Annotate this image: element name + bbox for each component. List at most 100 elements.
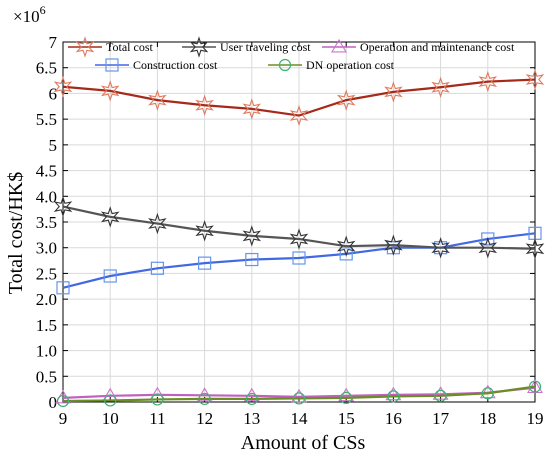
data-point [384,234,403,256]
x-tick-label: 11 [149,409,165,428]
series-0 [53,68,545,127]
data-point [148,89,167,111]
x-tick-label: 14 [291,409,309,428]
series-line [62,385,536,403]
data-point [339,247,353,261]
series-line [62,205,536,250]
data-point [242,225,262,247]
x-tick-label: 17 [432,409,450,428]
data-point [104,394,117,407]
data-point [56,394,70,408]
data-point [53,75,73,98]
legend-label: Construction cost [133,58,218,72]
y-tick-label: 5 [49,136,58,155]
y-tick-label: 2.5 [36,264,57,283]
data-point [528,380,542,393]
data-point [53,195,73,218]
legend-label: DN operation cost [306,58,395,72]
data-point [434,389,447,402]
y-tick-label: 0.5 [36,367,57,386]
legend-item: Operation and maintenance cost [322,38,515,54]
data-point [198,256,212,270]
data-point [478,70,498,93]
data-point [338,387,355,402]
data-point [292,392,306,405]
data-point [56,281,70,295]
y-tick-label: 3.5 [36,213,57,232]
data-point [100,80,120,102]
data-point [340,391,353,404]
x-tick-label: 12 [196,409,213,428]
legend-swatch-marker [278,58,292,72]
y-exponent-label: ×106 [13,3,46,26]
x-tick-label: 10 [102,409,119,428]
y-tick-label: 6.5 [36,59,57,78]
axes: 9 10 11 12 13 14 15 16 17 18 19 0 0.5 1.0 1.5 2.0 2.5 3.0… [36,33,544,428]
legend-item: Total cost [68,36,153,58]
legend-swatch-marker [105,58,119,72]
series-1 [53,195,545,260]
x-tick-label: 18 [479,409,496,428]
y-tick-label: 1.0 [36,342,57,361]
x-tick-label: 16 [385,409,402,428]
data-point [289,228,309,250]
y-tick-label: 3.0 [36,239,57,258]
legend-swatch-marker [189,36,209,58]
series [53,68,545,408]
data-point [103,269,117,283]
data-point [245,252,259,267]
data-point [148,212,167,235]
data-point [151,393,164,406]
series-4 [56,380,542,408]
series-line [62,386,536,399]
data-point [291,388,307,403]
data-point [432,386,449,400]
data-point [525,237,545,260]
x-axis-label: Amount of CSs [241,432,366,454]
data-point [431,236,450,259]
y-tick-label: 4.0 [36,187,57,206]
y-tick-label: 1.5 [36,316,57,335]
y-tick-label: 6 [49,84,58,103]
y-tick-label: 0 [49,393,58,412]
data-point [100,206,120,228]
data-point [481,232,495,246]
y-exponent-power: 6 [40,3,46,17]
x-tick-label: 15 [338,409,355,428]
y-axis-label: Total cost/HK$ [5,172,27,294]
data-point [195,219,214,242]
data-point [525,68,545,91]
y-tick-label: 2.0 [36,290,57,309]
data-point [431,76,450,99]
data-point [481,387,494,400]
y-tick-label: 4.5 [36,162,57,181]
series-line [62,232,536,289]
x-tick-label: 13 [243,409,260,428]
data-point [292,251,306,265]
data-point [384,81,403,103]
legend-label: Total cost [106,40,153,54]
data-point [336,235,356,257]
data-point [289,104,309,127]
x-tick-label: 19 [527,409,544,428]
y-tick-label: 7 [49,33,58,52]
data-point [478,236,498,259]
data-point [150,261,164,275]
data-point [242,98,262,120]
y-tick-label: 5.5 [36,110,57,129]
legend-swatch-marker [75,36,95,58]
series-line [62,78,536,117]
legend-label: User traveling cost [220,40,311,54]
legend-swatch-marker [331,38,347,53]
legend-item: Construction cost [95,58,218,72]
data-point [385,386,402,401]
x-tick-label: 9 [59,409,68,428]
data-point [336,89,356,111]
legend: Total cost User traveling cost Operation a… [68,36,515,72]
data-point [195,94,214,117]
legend-item: DN operation cost [268,58,395,72]
legend-label: Operation and maintenance cost [360,40,515,54]
legend-item: User traveling cost [182,36,311,58]
